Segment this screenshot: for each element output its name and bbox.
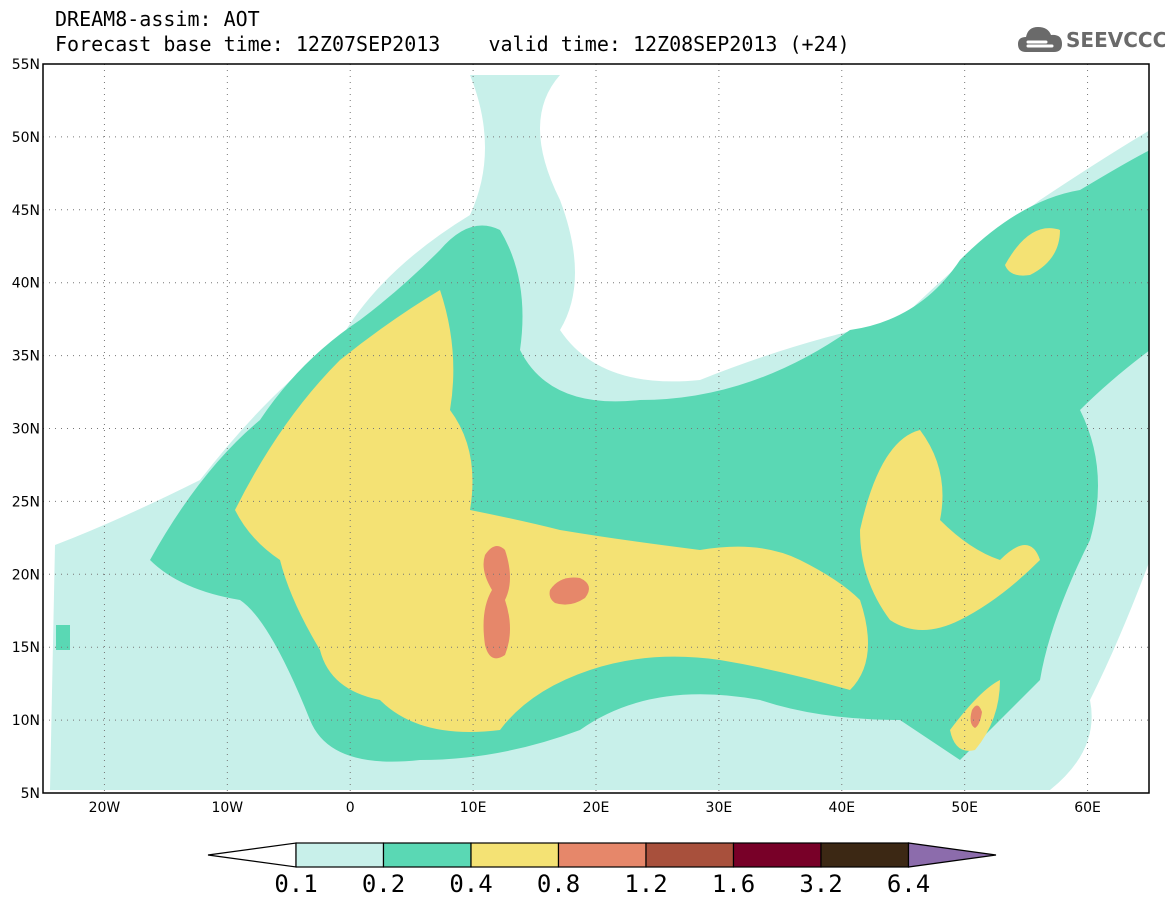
lon-tick-label: 10E — [460, 800, 487, 816]
lat-tick-label: 35N — [12, 349, 40, 365]
logo-text: SEEVCCC — [1066, 28, 1165, 52]
lat-tick-label: 45N — [12, 203, 40, 219]
colorbar-swatch — [470, 842, 560, 868]
lat-tick-label: 15N — [12, 640, 40, 656]
lat-tick-label: 25N — [12, 494, 40, 510]
seevccc-logo: SEEVCCC — [1018, 22, 1165, 58]
lon-tick-label: 60E — [1074, 800, 1101, 816]
aot-field — [50, 75, 1149, 790]
colorbar-swatch — [557, 842, 647, 868]
colorbar-swatch — [732, 842, 822, 868]
lon-tick-label: 20E — [583, 800, 610, 816]
colorbar-label: 0.2 — [362, 870, 405, 898]
lat-tick-label: 20N — [12, 567, 40, 583]
aot-band-0.8 — [483, 546, 982, 728]
colorbar-label: 0.8 — [537, 870, 580, 898]
latitude-axis: 5N 10N 15N 20N 25N 30N 35N 40N 45N 50N 55N — [12, 57, 40, 802]
lon-tick-label: 20W — [89, 800, 121, 816]
lon-tick-label: 40E — [828, 800, 855, 816]
colorbar-swatch — [295, 842, 385, 868]
colorbar-label: 0.1 — [274, 870, 317, 898]
map-title: DREAM8-assim: AOT — [55, 7, 260, 31]
cloud-icon — [1018, 27, 1062, 52]
colorbar-label: 1.2 — [624, 870, 667, 898]
colorbar-over-arrow — [907, 842, 997, 868]
lon-tick-label: 30E — [706, 800, 733, 816]
forecast-time-label: Forecast base time: 12Z07SEP2013 valid t… — [55, 32, 850, 56]
colorbar-label: 1.6 — [712, 870, 755, 898]
colorbar-label: 6.4 — [887, 870, 930, 898]
colorbar-swatch — [382, 842, 472, 868]
colorbar-swatch — [820, 842, 910, 868]
lat-tick-label: 5N — [21, 786, 40, 802]
graticule — [43, 64, 1149, 793]
lat-tick-label: 40N — [12, 276, 40, 292]
colorbar-label: 0.4 — [449, 870, 492, 898]
longitude-axis: 20W 10W 0 10E 20E 30E 40E 50E 60E — [89, 800, 1101, 816]
lat-tick-label: 30N — [12, 422, 40, 438]
lon-tick-label: 50E — [951, 800, 978, 816]
lat-tick-label: 50N — [12, 130, 40, 146]
lat-tick-label: 10N — [12, 713, 40, 729]
lon-tick-label: 10W — [211, 800, 243, 816]
colorbar-swatch — [645, 842, 735, 868]
colorbar-under-arrow — [207, 842, 297, 868]
lon-tick-label: 0 — [346, 800, 355, 816]
lat-tick-label: 55N — [12, 57, 40, 73]
colorbar-label: 3.2 — [799, 870, 842, 898]
colorbar: 0.1 0.2 0.4 0.8 1.2 1.6 3.2 6.4 — [207, 842, 997, 898]
map-frame — [42, 63, 1150, 794]
aot-band-0.4 — [235, 228, 1060, 751]
